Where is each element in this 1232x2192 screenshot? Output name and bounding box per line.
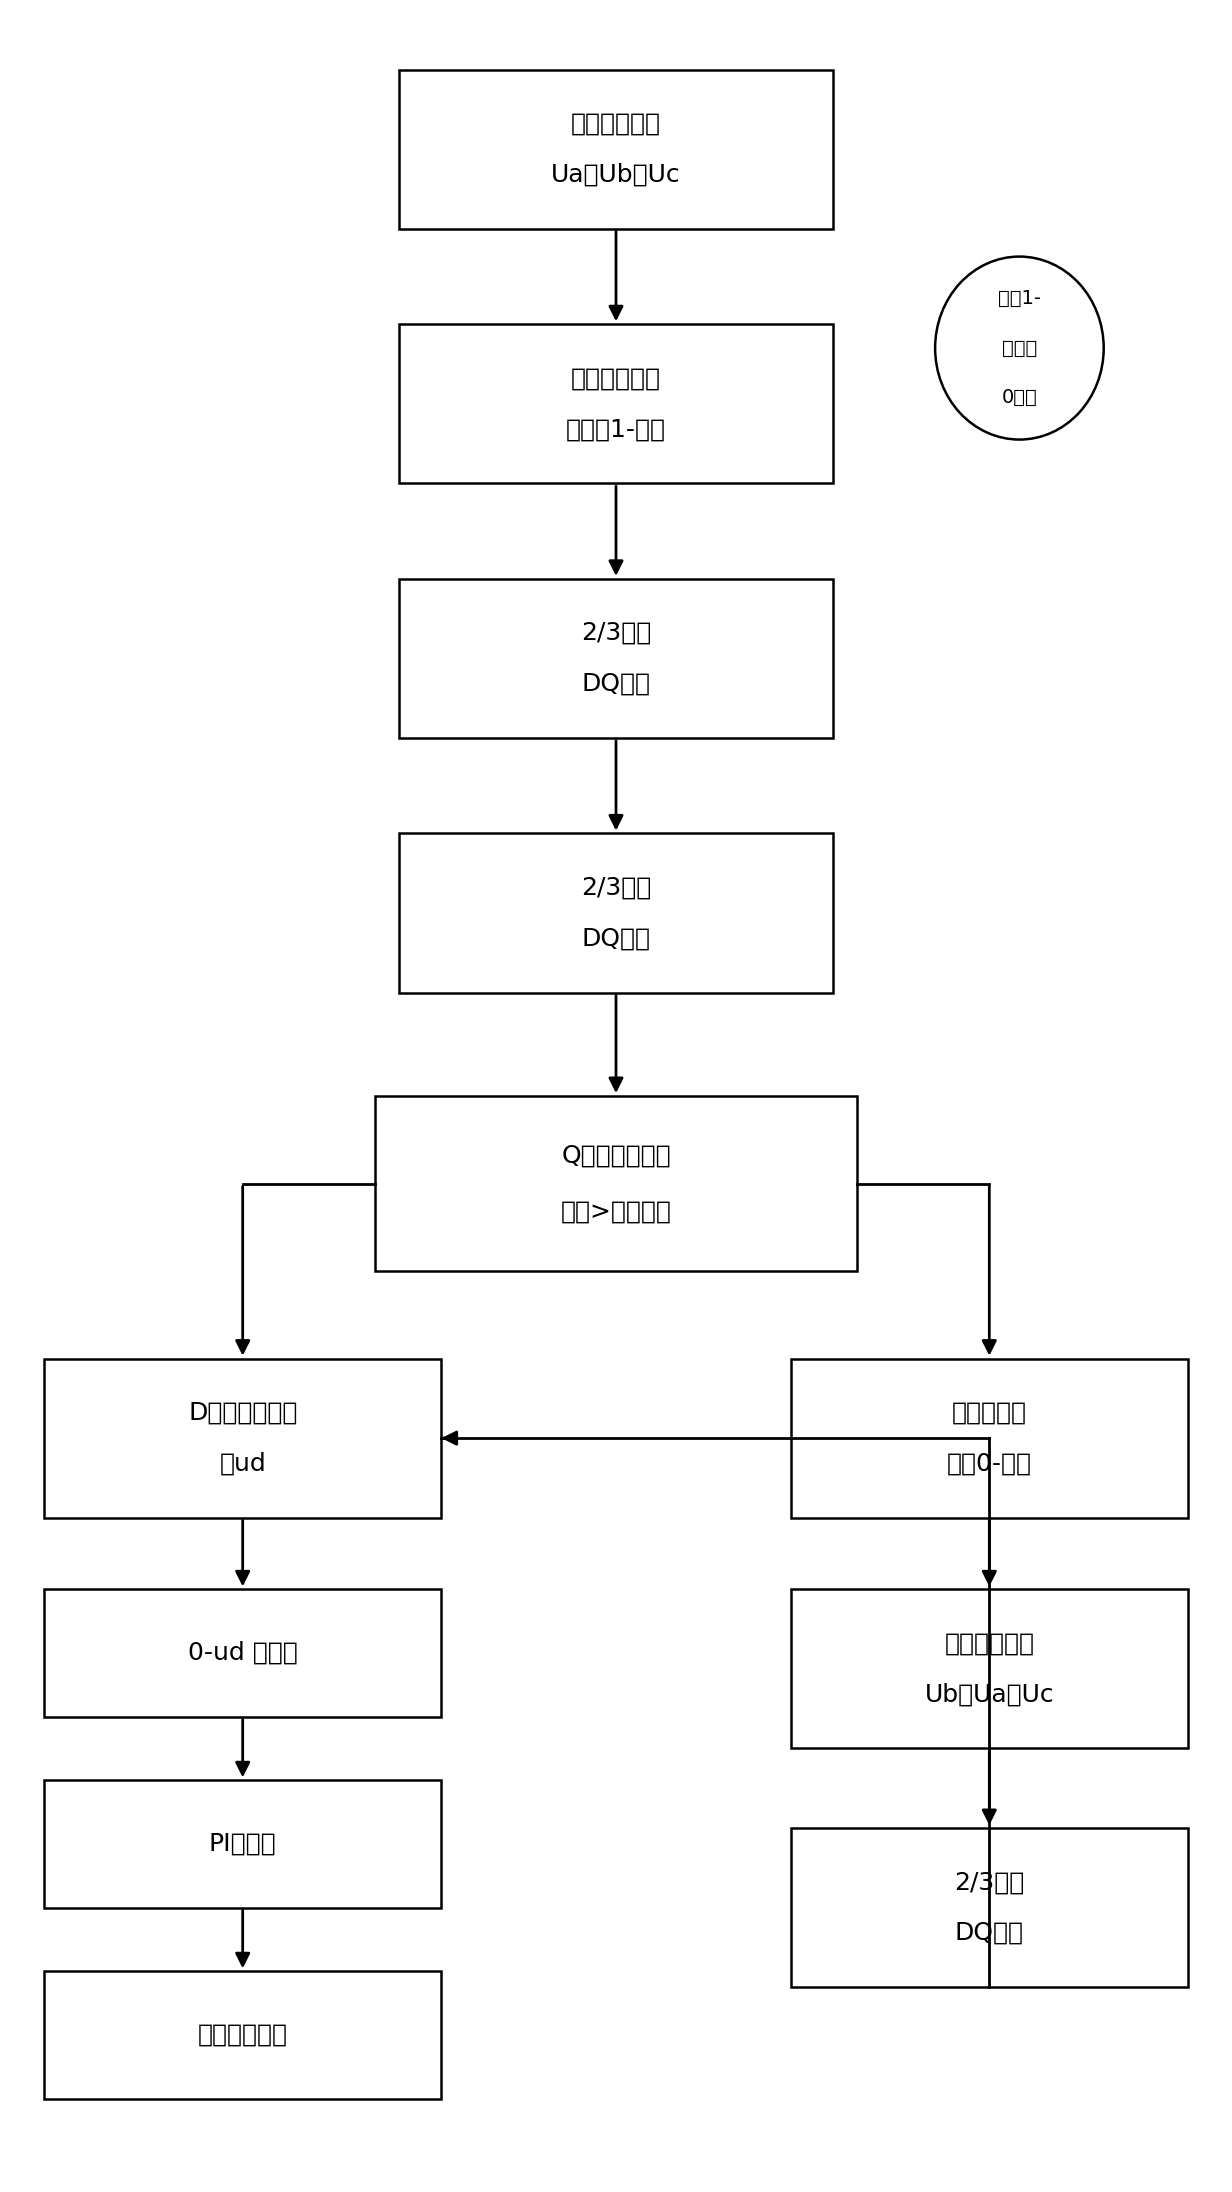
Text: 积分得到相角: 积分得到相角 bbox=[197, 2023, 288, 2047]
Text: DQ变换: DQ变换 bbox=[582, 927, 650, 951]
Text: 相序标志位: 相序标志位 bbox=[952, 1401, 1026, 1425]
Text: 位为：1-正序: 位为：1-正序 bbox=[565, 416, 667, 441]
Text: D轴巴特沃斯滤: D轴巴特沃斯滤 bbox=[188, 1401, 297, 1425]
Text: Ub、Ua、Uc: Ub、Ua、Uc bbox=[924, 1681, 1055, 1705]
Text: DQ变换: DQ变换 bbox=[955, 1920, 1024, 1944]
Text: Q轴求一周波平: Q轴求一周波平 bbox=[562, 1144, 670, 1168]
Text: PI调节器: PI调节器 bbox=[209, 1833, 276, 1857]
Text: 0-ud 求误差: 0-ud 求误差 bbox=[187, 1642, 298, 1666]
Bar bbox=[44, 1780, 441, 1907]
Text: 2/3变换: 2/3变换 bbox=[954, 1870, 1025, 1894]
Text: 为：0-负序: 为：0-负序 bbox=[947, 1451, 1032, 1475]
Bar bbox=[399, 324, 833, 482]
Text: 波ud: 波ud bbox=[219, 1451, 266, 1475]
Bar bbox=[44, 1589, 441, 1716]
Text: 均値>某数値？: 均値>某数値？ bbox=[561, 1199, 671, 1223]
Text: 假定相序标志: 假定相序标志 bbox=[570, 366, 662, 390]
Text: 2/3变换: 2/3变换 bbox=[580, 620, 652, 644]
Bar bbox=[399, 70, 833, 228]
Bar bbox=[791, 1359, 1188, 1517]
Bar bbox=[44, 1359, 441, 1517]
Bar bbox=[399, 579, 833, 739]
Bar bbox=[44, 1971, 441, 2098]
Bar bbox=[376, 1096, 856, 1271]
Text: 2/3变换: 2/3变换 bbox=[580, 875, 652, 899]
Bar bbox=[399, 833, 833, 993]
Text: 三相电网电压: 三相电网电压 bbox=[944, 1631, 1035, 1655]
Text: DQ变换: DQ变换 bbox=[582, 671, 650, 695]
Bar bbox=[791, 1828, 1188, 1988]
Bar bbox=[791, 1589, 1188, 1749]
Text: 注：1-: 注：1- bbox=[998, 289, 1041, 309]
Text: 三相电网电压: 三相电网电压 bbox=[570, 112, 662, 136]
Text: 正序、: 正序、 bbox=[1002, 338, 1037, 357]
Text: 0负序: 0负序 bbox=[1002, 388, 1037, 408]
Ellipse shape bbox=[935, 256, 1104, 441]
Text: Ua、Ub、Uc: Ua、Ub、Uc bbox=[551, 162, 681, 186]
